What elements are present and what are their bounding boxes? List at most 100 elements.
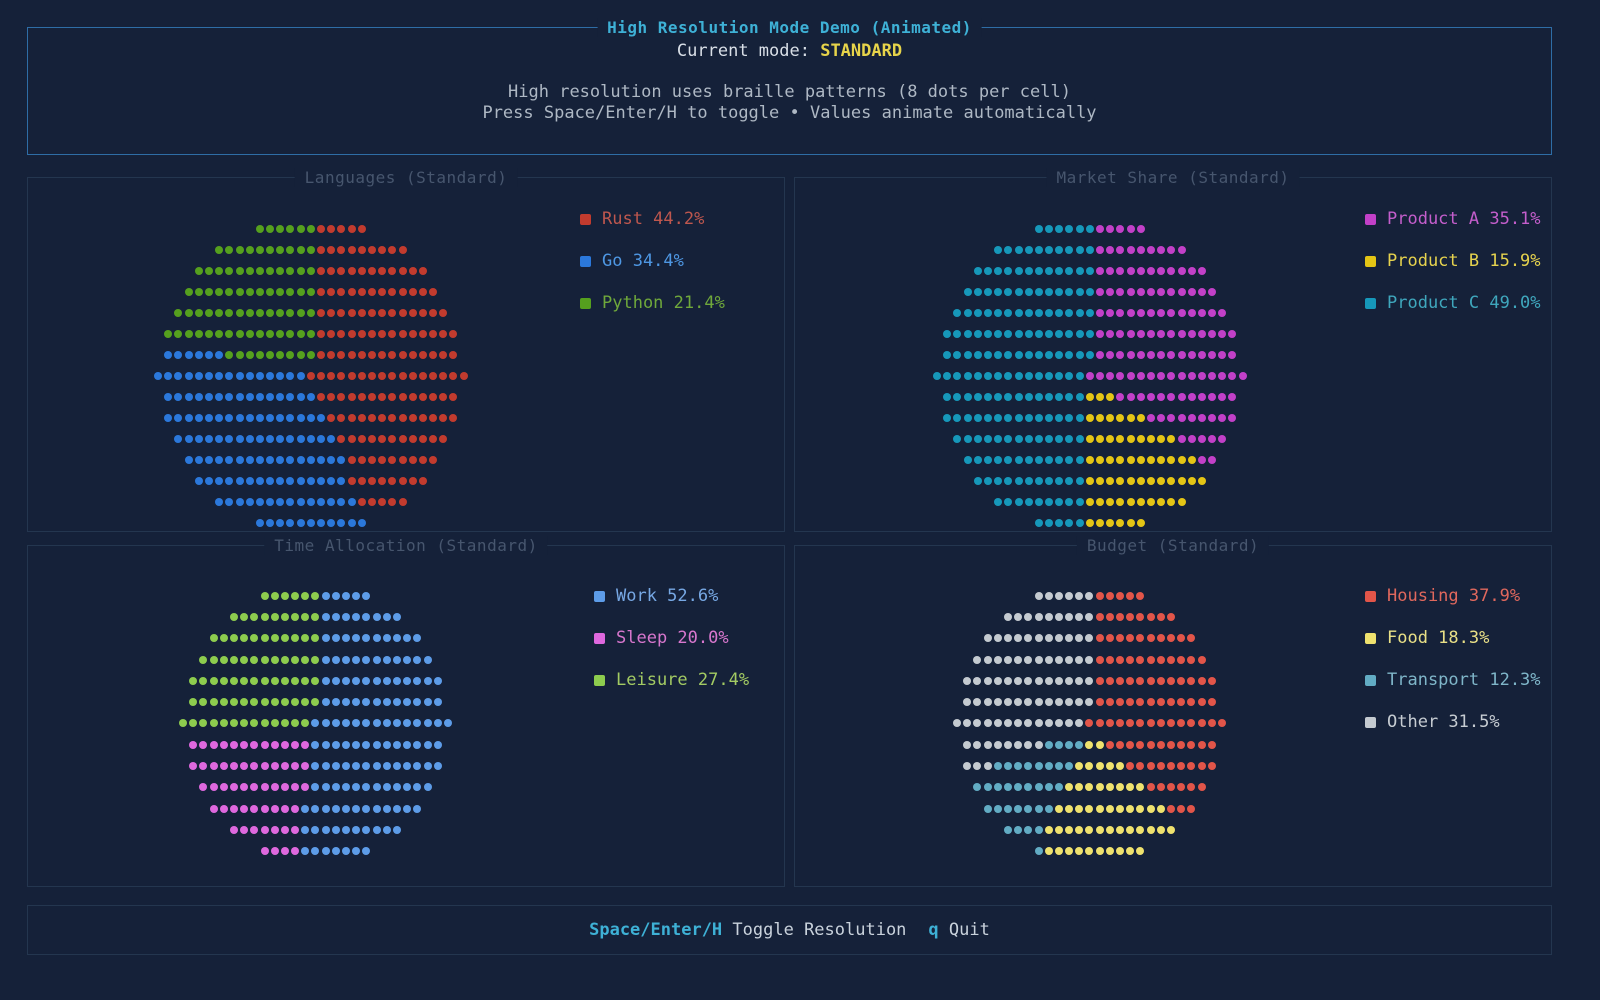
dot bbox=[331, 783, 340, 792]
dot bbox=[174, 434, 183, 443]
dot bbox=[1156, 655, 1165, 664]
dot bbox=[215, 455, 224, 464]
dot bbox=[347, 287, 356, 296]
dot bbox=[311, 740, 320, 749]
dot bbox=[337, 350, 346, 359]
dot-row bbox=[953, 798, 1226, 819]
dot bbox=[388, 329, 397, 338]
dot bbox=[311, 634, 320, 643]
dot bbox=[1085, 476, 1094, 485]
dot bbox=[301, 740, 310, 749]
dot bbox=[342, 612, 350, 621]
dot bbox=[347, 413, 356, 422]
dot bbox=[276, 350, 285, 359]
dot bbox=[1044, 783, 1053, 792]
dot bbox=[235, 413, 244, 422]
dot bbox=[418, 329, 427, 338]
dot bbox=[1024, 392, 1033, 401]
dot bbox=[225, 434, 234, 443]
dot bbox=[1014, 455, 1023, 464]
dot bbox=[1126, 224, 1135, 233]
dot bbox=[240, 719, 249, 728]
dot bbox=[337, 266, 346, 275]
dot bbox=[983, 634, 992, 643]
dot bbox=[403, 804, 412, 813]
legend-swatch bbox=[1365, 716, 1376, 728]
dot bbox=[973, 476, 982, 485]
dot bbox=[321, 740, 330, 749]
dot bbox=[1075, 434, 1084, 443]
dot bbox=[429, 392, 438, 401]
dot bbox=[235, 287, 244, 296]
dot bbox=[1177, 476, 1186, 485]
dot bbox=[215, 287, 224, 296]
dot bbox=[1228, 350, 1237, 359]
dot bbox=[392, 762, 401, 771]
dot bbox=[235, 329, 244, 338]
dot bbox=[1075, 413, 1084, 422]
dot bbox=[209, 740, 218, 749]
dot bbox=[1116, 413, 1125, 422]
dot bbox=[1055, 455, 1064, 464]
dot bbox=[1044, 740, 1053, 749]
dot bbox=[194, 392, 203, 401]
dot-row bbox=[179, 841, 452, 862]
dot bbox=[372, 612, 381, 621]
dot bbox=[367, 476, 376, 485]
dot bbox=[331, 612, 340, 621]
dot bbox=[1116, 266, 1125, 275]
dot-row bbox=[154, 365, 468, 386]
dot bbox=[235, 308, 244, 317]
legend-swatch bbox=[580, 213, 591, 225]
dot bbox=[301, 676, 310, 685]
dot bbox=[286, 266, 295, 275]
dot bbox=[1045, 224, 1054, 233]
dot bbox=[1085, 497, 1094, 506]
dot bbox=[1197, 455, 1206, 464]
dot bbox=[372, 634, 381, 643]
dot bbox=[1034, 655, 1043, 664]
dot bbox=[1034, 266, 1043, 275]
dot bbox=[280, 804, 289, 813]
dot bbox=[1075, 676, 1084, 685]
legend-label: Other 31.5% bbox=[1387, 712, 1500, 732]
dot bbox=[403, 783, 412, 792]
dot bbox=[342, 804, 350, 813]
dot bbox=[1095, 655, 1104, 664]
dot bbox=[286, 434, 295, 443]
info-line-1: High resolution uses braille patterns (8… bbox=[508, 82, 1071, 102]
dot bbox=[215, 245, 224, 254]
dot bbox=[983, 719, 992, 728]
dot bbox=[194, 287, 203, 296]
dot bbox=[963, 350, 972, 359]
dot bbox=[994, 392, 1003, 401]
dot bbox=[154, 371, 162, 380]
dot bbox=[1126, 434, 1135, 443]
dot bbox=[1034, 308, 1043, 317]
dot bbox=[1003, 612, 1012, 621]
dot bbox=[973, 698, 982, 707]
dot bbox=[1106, 224, 1115, 233]
dot bbox=[439, 308, 448, 317]
dot bbox=[423, 740, 432, 749]
dot bbox=[352, 740, 361, 749]
dot bbox=[439, 350, 448, 359]
dot bbox=[1095, 612, 1104, 621]
dot bbox=[963, 371, 972, 380]
dot bbox=[1208, 413, 1217, 422]
dot bbox=[1105, 676, 1114, 685]
dot bbox=[301, 783, 310, 792]
dot bbox=[1055, 497, 1064, 506]
dot bbox=[1024, 762, 1033, 771]
dot bbox=[423, 719, 432, 728]
dot-row bbox=[179, 713, 452, 734]
dot bbox=[235, 245, 244, 254]
dot bbox=[1075, 847, 1084, 856]
dot bbox=[219, 804, 228, 813]
dot bbox=[270, 676, 279, 685]
dot bbox=[1197, 266, 1206, 275]
dot bbox=[418, 371, 427, 380]
dot bbox=[184, 392, 193, 401]
dot bbox=[1034, 518, 1043, 527]
dot bbox=[1156, 825, 1165, 834]
